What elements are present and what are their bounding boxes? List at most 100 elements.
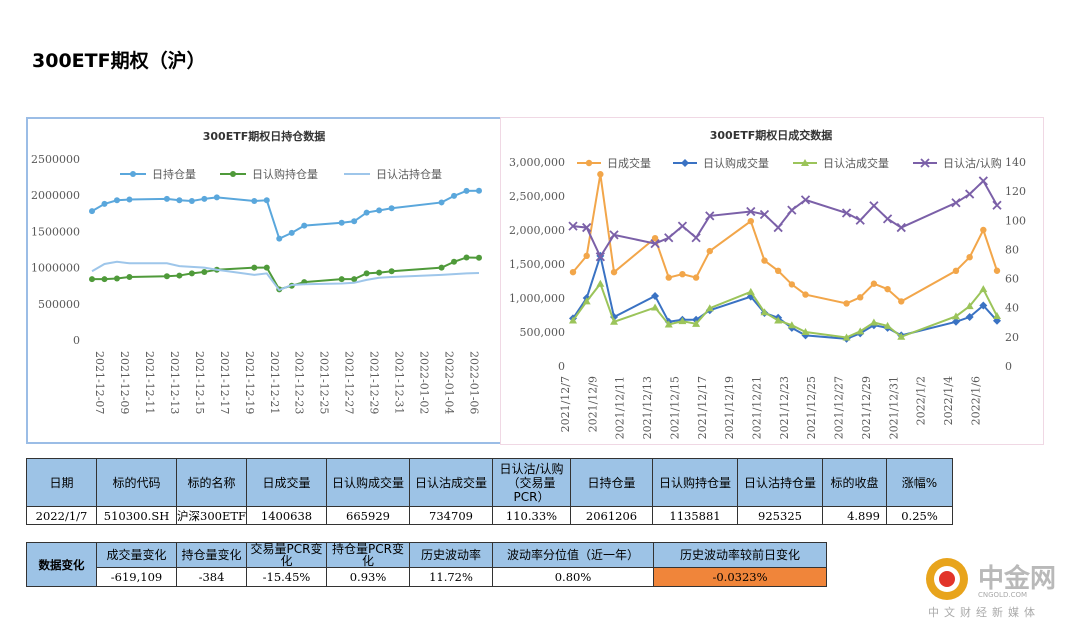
- header-cell: 日认沽成交量: [409, 458, 493, 507]
- data-point: [463, 187, 470, 194]
- series-line: [91, 189, 480, 241]
- data-point: [761, 257, 768, 264]
- data-point: [896, 222, 906, 233]
- table-cell: 665929: [326, 506, 410, 525]
- data-point: [705, 304, 714, 312]
- table-cell: 0.93%: [326, 567, 410, 587]
- x-tick-label: 2021-12-07: [93, 351, 106, 414]
- table-cell: 4.899: [822, 506, 887, 525]
- logo-url: CNGOLD.COM: [978, 591, 1028, 599]
- data-point: [746, 206, 756, 217]
- x-tick-label: 2021-12-27: [343, 351, 356, 414]
- y-tick-label: 500,000: [520, 326, 566, 339]
- x-tick-label: 2021/12/7: [559, 376, 572, 432]
- data-point: [800, 195, 811, 205]
- holdings-chart-panel: 300ETF期权日持仓数据 0 500000 1000000 1500000 200000…: [26, 117, 502, 444]
- data-point: [898, 298, 905, 305]
- legend-marker: [130, 171, 136, 177]
- y2-tick-label: 120: [1005, 185, 1026, 198]
- data-point: [951, 317, 960, 326]
- data-point: [952, 267, 960, 274]
- data-point: [582, 222, 592, 233]
- data-point: [966, 254, 973, 261]
- x-tick-label: 2021-12-15: [193, 351, 206, 414]
- x-tick-label: 2021-12-29: [368, 351, 381, 414]
- series-line: [572, 252, 998, 340]
- data-point: [568, 221, 578, 231]
- data-point: [665, 274, 672, 281]
- cngold-logo-mark: [926, 558, 968, 600]
- data-point: [113, 197, 120, 204]
- x-tick-label: 2021-12-11: [143, 351, 156, 414]
- data-point: [747, 217, 755, 225]
- data-point: [596, 279, 605, 287]
- data-point: [595, 252, 605, 262]
- table-cell: 11.72%: [409, 567, 493, 587]
- legend-label: 日认沽持仓量: [376, 167, 442, 181]
- data-point: [692, 319, 701, 327]
- data-point: [388, 205, 395, 212]
- data-point: [89, 276, 95, 283]
- legend-label: 日认购持仓量: [252, 167, 318, 181]
- table-row: -619,109 -384 -15.45% 0.93% 11.72% 0.80%…: [27, 567, 827, 587]
- table-cell: -384: [176, 567, 247, 587]
- series-line: [572, 281, 998, 339]
- chart-title: 300ETF期权日持仓数据: [203, 129, 326, 143]
- data-point: [651, 234, 659, 242]
- data-point: [301, 222, 308, 229]
- table-cell: 110.33%: [492, 506, 571, 525]
- data-point: [351, 218, 358, 225]
- data-point: [706, 247, 713, 255]
- data-point: [664, 233, 674, 243]
- data-point: [569, 268, 577, 276]
- data-point: [882, 214, 893, 224]
- data-point: [163, 195, 170, 202]
- y2-tick-label: 0: [1005, 360, 1012, 373]
- legend-label: 日认购成交量: [703, 156, 769, 170]
- data-point: [774, 316, 783, 324]
- y-tick-label: 2000000: [31, 189, 80, 202]
- data-point: [746, 287, 755, 295]
- header-cell: 波动率分位值（近一年）: [492, 542, 654, 568]
- chart-title: 300ETF期权日成交数据: [710, 128, 833, 142]
- data-point: [843, 300, 850, 307]
- x-tick-label: 2022/1/4: [942, 376, 955, 425]
- data-point: [610, 317, 619, 325]
- data-point: [677, 221, 688, 231]
- data-point: [884, 285, 891, 293]
- data-point: [788, 281, 796, 288]
- data-point: [188, 197, 195, 204]
- x-tick-label: 2021/12/17: [696, 376, 709, 439]
- data-point: [965, 189, 975, 199]
- data-point: [388, 268, 395, 275]
- data-point: [376, 269, 383, 276]
- data-point: [338, 219, 345, 226]
- table-cell: 2022/1/7: [26, 506, 97, 525]
- header-cell: 持仓量PCR变化: [326, 542, 410, 568]
- x-tick-label: 2022-01-04: [443, 351, 456, 414]
- header-cell: 交易量PCR变化: [246, 542, 327, 568]
- data-point: [951, 312, 960, 320]
- data-point: [869, 318, 878, 326]
- x-tick-label: 2021-12-13: [168, 351, 181, 414]
- data-point: [263, 264, 270, 271]
- data-point: [856, 327, 865, 335]
- data-point: [692, 315, 701, 324]
- x-tick-label: 2021/12/25: [805, 376, 818, 439]
- legend-marker: [230, 171, 236, 177]
- data-point: [651, 303, 660, 311]
- header-cell: 持仓量变化: [176, 542, 247, 568]
- y2-tick-label: 80: [1005, 243, 1019, 256]
- legend-label: 日认沽/认购: [943, 156, 1002, 170]
- data-point: [965, 302, 974, 310]
- header-cell: 成交量变化: [96, 542, 177, 568]
- table-cell: -15.45%: [246, 567, 327, 587]
- data-point: [569, 316, 577, 324]
- legend-label: 日成交量: [607, 156, 651, 170]
- data-point: [897, 332, 906, 340]
- volume-chart: 300ETF期权日成交数据 0 500,000 1,000,000 1,500,000 2…: [509, 128, 1026, 439]
- y2-tick-label: 40: [1005, 302, 1019, 315]
- data-point: [163, 273, 170, 280]
- data-point: [679, 271, 686, 278]
- data-point: [993, 267, 1001, 274]
